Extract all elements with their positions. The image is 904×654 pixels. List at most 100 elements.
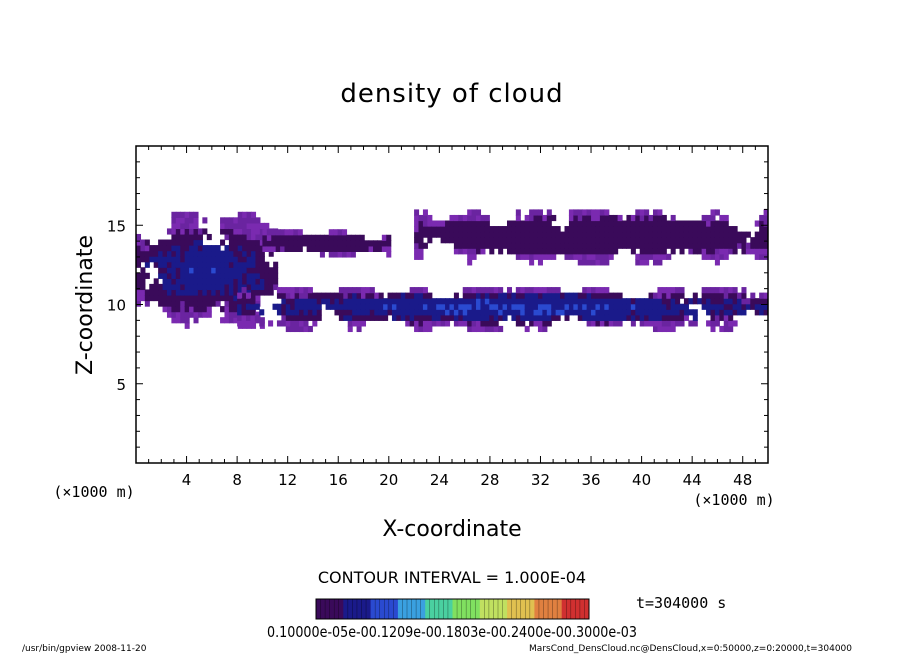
- cloud-cell: [224, 233, 230, 241]
- cloud-cell: [586, 259, 592, 266]
- cloud-cell: [471, 220, 477, 227]
- cloud-cell: [661, 237, 667, 244]
- cloud-cell: [759, 253, 765, 260]
- cloud-cell: [586, 248, 592, 255]
- cloud-cell: [737, 292, 743, 299]
- cloud-cell: [577, 303, 583, 310]
- cloud-cell: [453, 303, 459, 310]
- cloud-cell: [166, 306, 172, 313]
- cloud-cell: [551, 309, 557, 316]
- cloud-cell: [560, 303, 566, 310]
- cloud-cell: [498, 314, 504, 321]
- cloud-cell: [542, 314, 548, 321]
- cloud-cell: [476, 226, 482, 233]
- cloud-cell: [175, 306, 181, 313]
- cloud-cell: [564, 292, 570, 299]
- cloud-cell: [383, 298, 389, 305]
- cloud-cell: [533, 248, 539, 255]
- cloud-cell: [657, 214, 663, 222]
- cloud-cell: [306, 234, 312, 241]
- cloud-cell: [591, 314, 597, 321]
- cloud-cell: [515, 287, 521, 294]
- cloud-cell: [719, 226, 725, 233]
- cloud-cell: [211, 294, 217, 302]
- cloud-cell: [453, 248, 459, 255]
- cloud-cell: [728, 325, 734, 333]
- cloud-cell: [506, 287, 513, 294]
- cloud-cell: [506, 237, 513, 244]
- cloud-cell: [184, 272, 190, 279]
- cloud-cell: [630, 314, 636, 321]
- cloud-cell: [414, 226, 420, 233]
- cloud-cell: [759, 303, 765, 310]
- cloud-cell: [306, 245, 312, 253]
- cloud-cell: [728, 237, 734, 244]
- cloud-cell: [224, 289, 230, 296]
- cloud-cell: [184, 250, 190, 257]
- cloud-cell: [630, 320, 636, 327]
- cloud-cell: [271, 240, 277, 247]
- cloud-cell: [710, 209, 716, 216]
- cloud-cell: [458, 248, 464, 255]
- cloud-cell: [342, 234, 348, 241]
- cloud-cell: [197, 233, 203, 241]
- cloud-cell: [613, 292, 619, 299]
- cloud-cell: [564, 226, 570, 233]
- cloud-cell: [639, 242, 645, 249]
- cloud-cell: [604, 253, 610, 260]
- cloud-cell: [356, 303, 362, 310]
- cloud-cell: [414, 242, 420, 249]
- cloud-cell: [171, 311, 177, 318]
- cloud-cell: [328, 240, 334, 247]
- cloud-cell: [422, 303, 428, 310]
- cloud-cell: [723, 298, 729, 305]
- cloud-cell: [710, 303, 716, 310]
- cloud-cell: [422, 298, 428, 305]
- cloud-cell: [342, 251, 348, 258]
- cloud-cell: [613, 226, 619, 233]
- cloud-cell: [763, 309, 768, 316]
- cloud-cell: [427, 237, 433, 244]
- cloud-cell: [666, 303, 672, 310]
- cloud-cell: [701, 248, 707, 255]
- cloud-cell: [706, 298, 712, 305]
- cloud-cell: [202, 278, 208, 285]
- cloud-cell: [728, 320, 734, 327]
- cloud-cell: [242, 211, 248, 218]
- cloud-cell: [251, 250, 257, 257]
- cloud-cell: [573, 253, 579, 260]
- cloud-cell: [462, 248, 468, 255]
- cloud-cell: [418, 287, 424, 294]
- cloud-cell: [233, 261, 239, 268]
- cloud-cell: [701, 287, 707, 294]
- cloud-cell: [427, 226, 433, 233]
- cloud-cell: [285, 303, 291, 310]
- cloud-cell: [551, 242, 557, 249]
- cloud-cell: [595, 303, 601, 310]
- cloud-cell: [719, 237, 725, 244]
- cloud-cell: [241, 303, 247, 310]
- cloud-cell: [356, 287, 362, 294]
- cloud-cell: [197, 267, 203, 274]
- cloud-cell: [197, 300, 203, 307]
- cloud-cell: [405, 298, 411, 305]
- cloud-cell: [233, 250, 239, 257]
- cloud-cell: [604, 242, 610, 249]
- cloud-cell: [136, 278, 142, 285]
- cloud-cell: [599, 209, 605, 216]
- cloud-cell: [533, 287, 539, 294]
- cloud-cell: [537, 298, 543, 305]
- cloud-cell: [613, 220, 619, 227]
- cloud-cell: [158, 294, 164, 302]
- cloud-cell: [307, 314, 313, 321]
- cloud-cell: [498, 303, 504, 310]
- cloud-cell: [675, 303, 681, 310]
- cloud-cell: [626, 237, 632, 244]
- cloud-cell: [471, 314, 477, 321]
- cloud-cell: [436, 309, 442, 316]
- cloud-cell: [206, 233, 212, 241]
- cloud-cell: [515, 242, 521, 249]
- cloud-cell: [422, 287, 428, 294]
- cloud-cell: [555, 237, 561, 244]
